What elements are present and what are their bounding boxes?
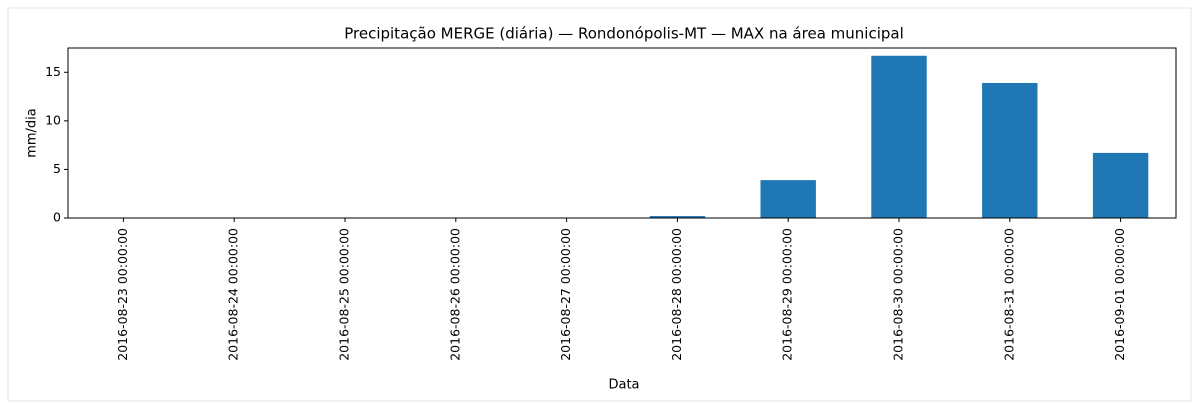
x-tick-label: 2016-08-29 00:00:00 xyxy=(780,228,795,361)
x-tick-label: 2016-08-24 00:00:00 xyxy=(226,228,241,361)
x-tick-label: 2016-08-31 00:00:00 xyxy=(1001,228,1016,361)
chart-title: Precipitação MERGE (diária) — Rondonópol… xyxy=(344,25,904,43)
x-tick-label: 2016-08-28 00:00:00 xyxy=(669,228,684,361)
bar xyxy=(649,216,706,218)
y-axis-label: mm/dia xyxy=(25,108,40,158)
plot-frame xyxy=(67,47,1177,219)
y-tick-label: 15 xyxy=(45,64,61,79)
x-tick-label: 2016-08-23 00:00:00 xyxy=(115,228,130,361)
x-tick-label: 2016-08-25 00:00:00 xyxy=(337,228,352,361)
x-tick-label: 2016-08-27 00:00:00 xyxy=(558,228,573,361)
bar xyxy=(760,180,816,218)
x-tick-label: 2016-08-30 00:00:00 xyxy=(891,228,906,361)
x-tick-label: 2016-09-01 00:00:00 xyxy=(1112,228,1127,361)
bar xyxy=(982,82,1038,218)
x-axis-label: Data xyxy=(608,378,639,393)
y-tick-label: 0 xyxy=(53,210,61,225)
bar xyxy=(871,55,927,219)
bar xyxy=(1092,152,1149,218)
frame xyxy=(7,7,1192,402)
y-tick-label: 5 xyxy=(53,161,61,176)
y-tick-label: 10 xyxy=(45,112,61,127)
x-tick-label: 2016-08-26 00:00:00 xyxy=(447,228,462,361)
